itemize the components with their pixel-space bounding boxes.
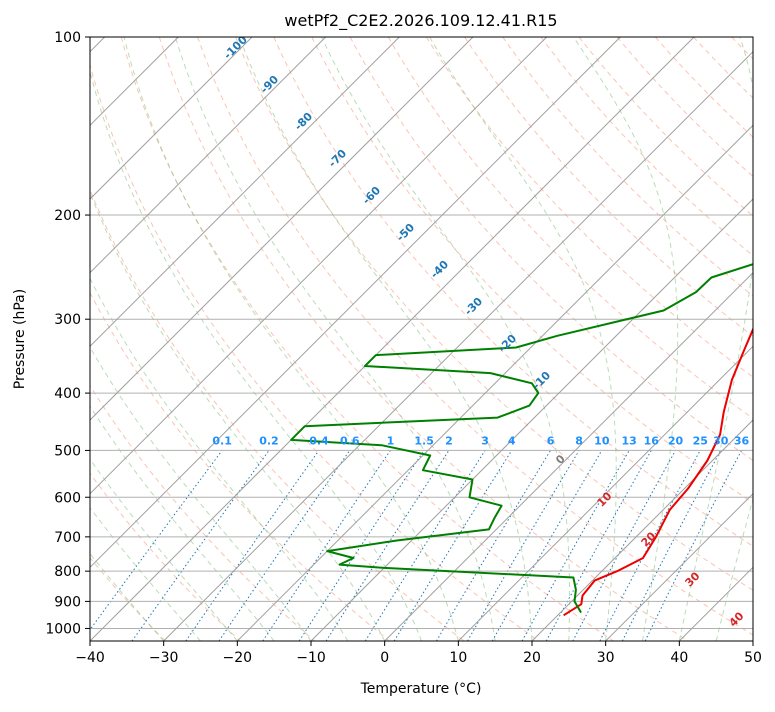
mixing-ratio-label: 36 bbox=[734, 434, 750, 447]
moist-adiabat-line bbox=[430, 37, 617, 641]
y-tick-label: 900 bbox=[54, 594, 81, 610]
moist-adiabat-line bbox=[716, 37, 775, 641]
dry-adiabat-line bbox=[770, 37, 775, 641]
moist-adiabat-line bbox=[574, 37, 678, 641]
moist-adiabat-line bbox=[753, 37, 775, 641]
mixing-ratio-line bbox=[522, 450, 629, 641]
dry-adiabat-label: 40 bbox=[727, 609, 747, 629]
y-tick-label: 800 bbox=[54, 564, 81, 580]
y-tick-label: 200 bbox=[54, 208, 81, 224]
y-tick-label: 100 bbox=[54, 30, 81, 46]
moist-adiabat-line bbox=[0, 181, 237, 641]
x-axis-ticks: −40 −30 −20 −10 0 10 20 30 40 50 bbox=[75, 641, 762, 666]
mixing-ratio-label: 16 bbox=[644, 434, 660, 447]
dry-adiabat-label: -20 bbox=[496, 332, 519, 355]
dry-adiabat-line bbox=[388, 37, 775, 641]
isotherm-line bbox=[0, 37, 252, 641]
mixing-ratio-label: 8 bbox=[575, 434, 583, 447]
mixing-ratio-label: 0.4 bbox=[309, 434, 329, 447]
x-tick-label: 10 bbox=[449, 650, 467, 666]
dry-adiabat-label: 20 bbox=[639, 529, 659, 549]
y-tick-label: 300 bbox=[54, 312, 81, 328]
mixing-ratio-line bbox=[326, 450, 449, 641]
moist-adiabat-line bbox=[0, 166, 274, 641]
mixing-ratio-label: 2 bbox=[445, 434, 453, 447]
dry-adiabat-line bbox=[426, 37, 775, 641]
isotherm-line bbox=[164, 37, 768, 641]
x-tick-label: −40 bbox=[75, 650, 105, 666]
mixing-ratio-label: 3 bbox=[481, 434, 489, 447]
isotherm-line bbox=[0, 37, 399, 641]
mixing-ratio-label: 1 bbox=[387, 434, 395, 447]
mixing-ratio-label: 25 bbox=[693, 434, 708, 447]
y-tick-label: 400 bbox=[54, 386, 81, 402]
x-tick-label: 40 bbox=[670, 650, 688, 666]
moist-adiabat-line bbox=[87, 62, 421, 642]
dry-adiabat-line bbox=[655, 37, 775, 641]
y-tick-label: 500 bbox=[54, 443, 81, 459]
isotherm-line bbox=[679, 37, 775, 641]
moist-adiabat-line bbox=[322, 37, 570, 641]
moist-adiabat-line bbox=[239, 37, 532, 641]
dry-adiabat-line bbox=[350, 37, 775, 641]
mixing-ratio-label: 20 bbox=[668, 434, 684, 447]
x-tick-label: 30 bbox=[597, 650, 615, 666]
dry-adiabat-label: 30 bbox=[683, 569, 703, 589]
dry-adiabat-line bbox=[0, 37, 315, 641]
isotherm-line bbox=[753, 37, 775, 641]
dry-adiabat-label: -30 bbox=[462, 295, 485, 318]
mixing-ratio-label: 13 bbox=[622, 434, 637, 447]
mixing-ratio-label: 10 bbox=[594, 434, 610, 447]
mixing-ratio-line bbox=[219, 450, 350, 641]
dry-adiabat-line bbox=[0, 37, 240, 641]
dry-adiabat-label: -10 bbox=[530, 369, 553, 392]
y-tick-label: 600 bbox=[54, 490, 81, 506]
mixing-ratio-label: 4 bbox=[508, 434, 516, 447]
mixing-ratio-line bbox=[436, 450, 550, 641]
mixing-ratio-label: 0.6 bbox=[340, 434, 360, 447]
x-tick-label: 50 bbox=[744, 650, 762, 666]
moist-adiabat-line bbox=[30, 114, 348, 641]
x-tick-label: −30 bbox=[149, 650, 179, 666]
mixing-ratio-line bbox=[573, 450, 676, 641]
chart-title: wetPf2_C2E2.2026.109.12.41.R15 bbox=[284, 11, 557, 31]
mixing-ratio-label: 6 bbox=[547, 434, 555, 447]
moist-adiabat-line bbox=[58, 94, 384, 641]
isotherm-line bbox=[0, 37, 326, 641]
y-tick-label: 1000 bbox=[45, 621, 81, 637]
x-tick-label: −20 bbox=[223, 650, 253, 666]
y-tick-label: 700 bbox=[54, 530, 81, 546]
isotherm-line bbox=[385, 37, 775, 641]
mixing-ratio-label: 0.1 bbox=[212, 434, 232, 447]
mixing-ratio-label: 0.2 bbox=[259, 434, 279, 447]
dry-adiabat-label: 10 bbox=[595, 489, 615, 509]
dry-adiabat-label: -90 bbox=[258, 73, 281, 96]
dry-adiabat-label: -50 bbox=[394, 221, 417, 244]
mixing-ratio-line bbox=[82, 450, 222, 641]
moist-adiabat-line bbox=[7, 141, 311, 641]
x-tick-label: −10 bbox=[296, 650, 326, 666]
x-axis-label: Temperature (°C) bbox=[360, 681, 482, 697]
mixing-ratio-label: 1.5 bbox=[414, 434, 434, 447]
mixing-ratio-line bbox=[622, 450, 720, 641]
mixing-ratio-line bbox=[546, 450, 651, 641]
isotherm-line bbox=[90, 37, 694, 641]
moist-adiabat-line bbox=[0, 221, 164, 641]
background-lines bbox=[0, 37, 775, 641]
dry-adiabat-line bbox=[694, 37, 775, 641]
y-axis-label: Pressure (hPa) bbox=[12, 289, 28, 389]
isotherm-line bbox=[0, 37, 547, 641]
y-axis-ticks: 100 200 300 400 500 600 700 800 900 1000 bbox=[45, 30, 90, 637]
mixing-ratio-line bbox=[468, 450, 580, 641]
x-tick-label: 0 bbox=[380, 650, 389, 666]
moist-adiabat-line bbox=[124, 37, 458, 641]
x-tick-label: 20 bbox=[523, 650, 541, 666]
dry-adiabat-line bbox=[274, 37, 775, 641]
mixing-ratio-label: 30 bbox=[713, 434, 729, 447]
